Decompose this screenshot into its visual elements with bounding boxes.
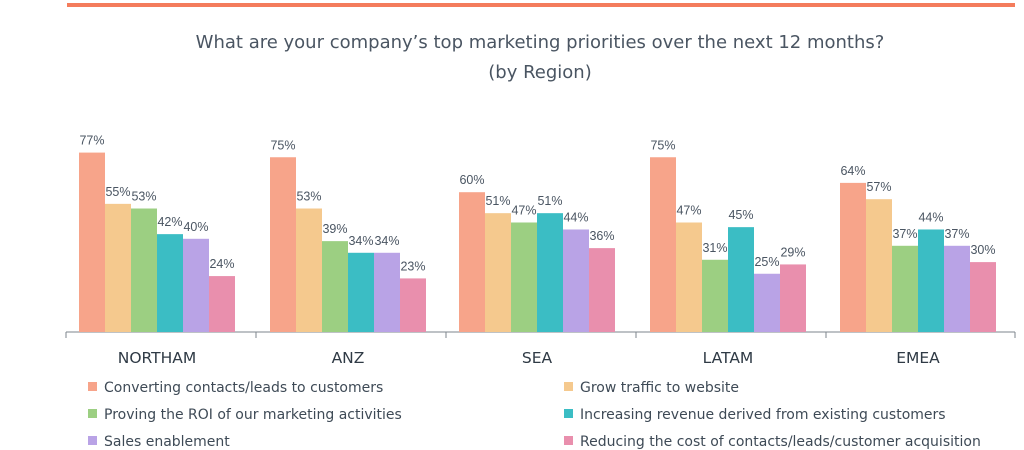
legend-swatch-6 [564,436,573,445]
data-label-northam-series-3: 53% [131,190,156,204]
bar-northam-series-6 [209,276,235,332]
chart-title: What are your company’s top marketing pr… [196,32,885,53]
bar-latam-series-4 [728,227,754,332]
bar-anz-series-3 [322,241,348,332]
legend-swatch-4 [564,409,573,418]
legend-swatch-1 [88,382,97,391]
data-label-anz-series-2: 53% [296,190,321,204]
data-label-anz-series-5: 34% [374,234,399,248]
legend-label-5: Sales enablement [104,434,230,450]
data-label-northam-series-4: 42% [157,215,182,229]
data-label-northam-series-2: 55% [105,185,130,199]
bar-sea-series-3 [511,222,537,332]
bar-sea-series-6 [589,248,615,332]
bar-latam-series-1 [650,157,676,332]
data-label-northam-series-1: 77% [79,134,104,148]
legend-label-6: Reducing the cost of contacts/leads/cust… [580,434,981,450]
bar-latam-series-2 [676,222,702,332]
bar-anz-series-1 [270,157,296,332]
bar-emea-series-6 [970,262,996,332]
bar-emea-series-1 [840,182,866,332]
data-label-latam-series-5: 25% [754,255,779,269]
bar-latam-series-3 [702,259,728,332]
data-label-anz-series-6: 23% [400,259,425,273]
data-label-latam-series-6: 29% [780,245,805,259]
data-label-sea-series-4: 51% [537,194,562,208]
bar-northam-series-3 [131,208,157,332]
data-label-anz-series-3: 39% [322,222,347,236]
legend-swatch-3 [88,409,97,418]
category-label-northam: NORTHAM [118,349,197,367]
bar-sea-series-5 [563,229,589,332]
data-label-anz-series-4: 34% [348,234,373,248]
bar-sea-series-2 [485,213,511,332]
legend-label-1: Converting contacts/leads to customers [104,380,383,396]
data-label-sea-series-6: 36% [589,229,614,243]
category-label-latam: LATAM [703,349,754,367]
data-label-latam-series-3: 31% [702,241,727,255]
data-label-latam-series-1: 75% [650,138,675,152]
data-label-sea-series-3: 47% [511,203,536,217]
bar-northam-series-4 [157,234,183,332]
bar-anz-series-6 [400,278,426,332]
data-label-emea-series-2: 57% [866,180,891,194]
top-accent-rule [67,3,1015,7]
data-label-sea-series-5: 44% [563,210,588,224]
bar-latam-series-6 [780,264,806,332]
data-label-emea-series-5: 37% [944,227,969,241]
data-label-northam-series-5: 40% [183,220,208,234]
legend-label-4: Increasing revenue derived from existing… [580,407,946,423]
bar-sea-series-4 [537,213,563,332]
bar-latam-series-5 [754,273,780,332]
bar-emea-series-4 [918,229,944,332]
bar-northam-series-5 [183,238,209,332]
data-label-emea-series-3: 37% [892,227,917,241]
bar-emea-series-2 [866,199,892,332]
legend-swatch-5 [88,436,97,445]
bar-emea-series-5 [944,245,970,332]
category-label-emea: EMEA [896,349,940,367]
data-label-sea-series-2: 51% [485,194,510,208]
legend-label-2: Grow traffic to website [580,380,739,396]
data-label-emea-series-4: 44% [918,210,943,224]
category-label-sea: SEA [522,349,553,367]
bar-sea-series-1 [459,192,485,332]
data-label-emea-series-1: 64% [840,164,865,178]
category-label-anz: ANZ [332,349,365,367]
legend-swatch-2 [564,382,573,391]
chart-subtitle: (by Region) [488,62,591,83]
legend: Converting contacts/leads to customers Gr… [88,380,981,450]
data-label-sea-series-1: 60% [459,173,484,187]
legend-label-3: Proving the ROI of our marketing activit… [104,407,402,423]
data-label-latam-series-4: 45% [728,208,753,222]
bar-northam-series-1 [79,152,105,332]
data-label-emea-series-6: 30% [970,243,995,257]
bar-anz-series-4 [348,252,374,332]
data-label-northam-series-6: 24% [209,257,234,271]
bar-anz-series-2 [296,208,322,332]
bar-emea-series-3 [892,245,918,332]
bar-northam-series-2 [105,203,131,332]
data-label-latam-series-2: 47% [676,203,701,217]
bar-anz-series-5 [374,252,400,332]
data-label-anz-series-1: 75% [270,138,295,152]
